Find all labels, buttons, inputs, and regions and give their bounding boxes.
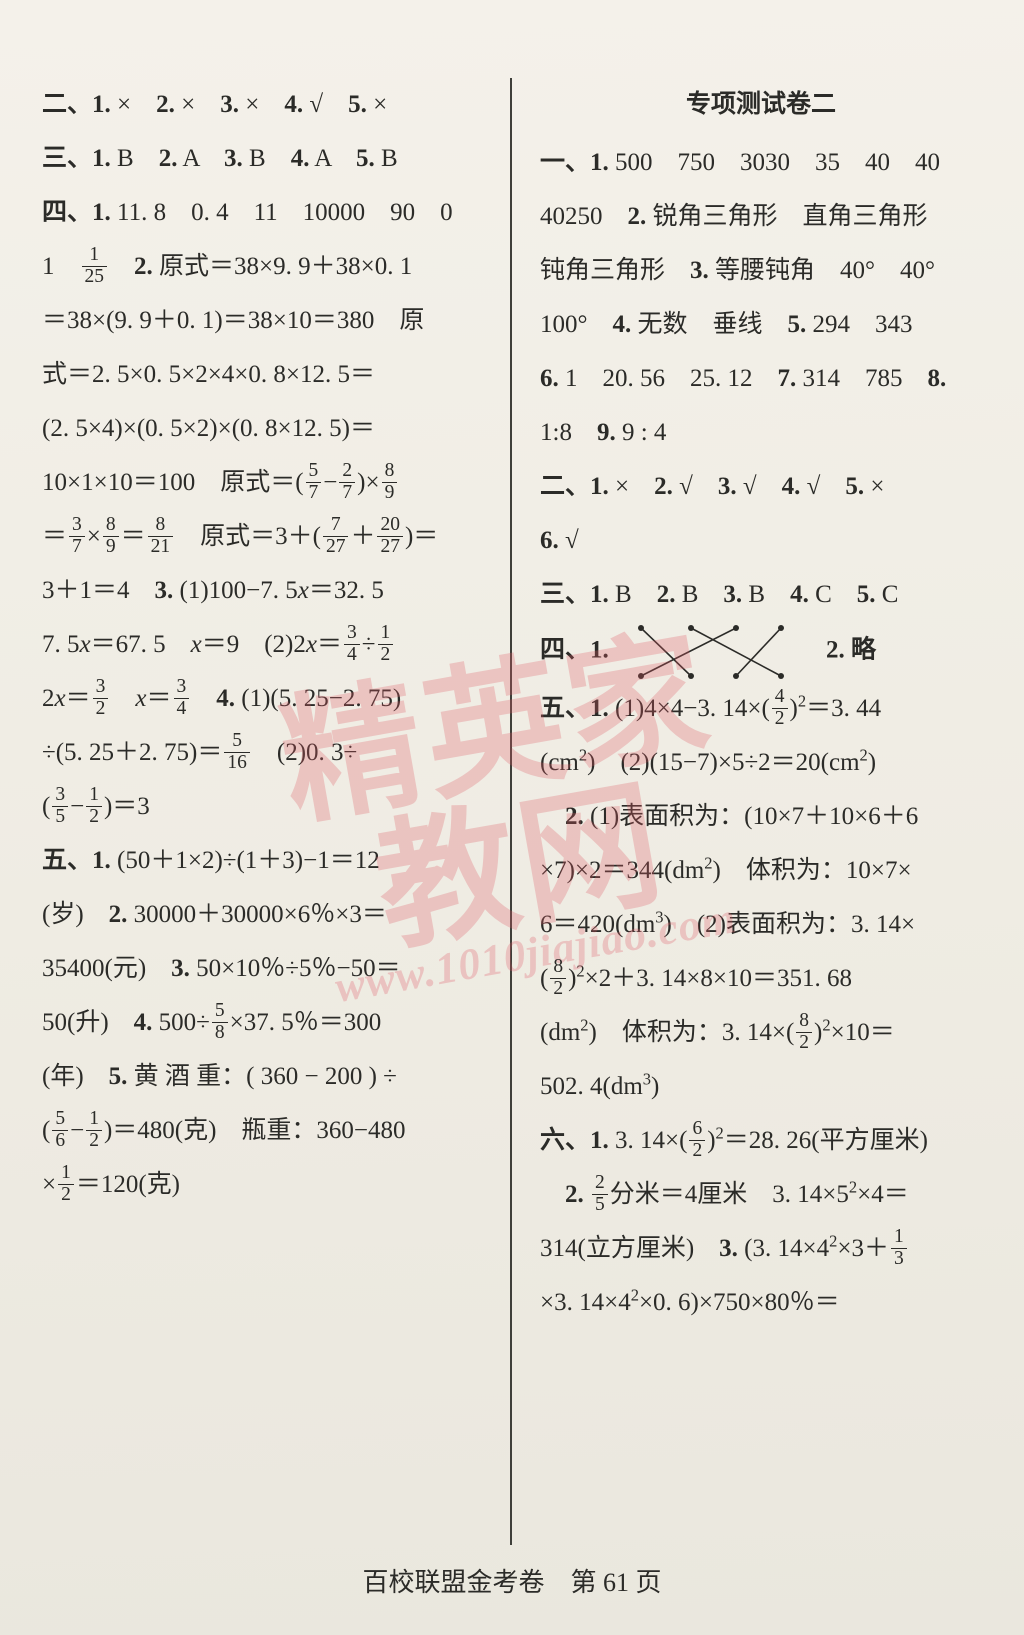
answer-line: 六、1. 3. 14×(62)2＝28. 26(平方厘米)	[540, 1114, 982, 1168]
answer-line: 三、1. B 2. A 3. B 4. A 5. B	[42, 132, 482, 186]
right-column: 专项测试卷二 一、1. 500 750 3030 35 40 4040250 2…	[512, 78, 982, 1545]
answer-line: 3＋1＝4 3. (1)100−7. 5x＝32. 5	[42, 564, 482, 618]
answer-line: 100° 4. 无数 垂线 5. 294 343	[540, 298, 982, 352]
answer-line: 1 125 2. 原式＝38×9. 9＋38×0. 1	[42, 240, 482, 294]
answer-line: (cm2) (2)(15−7)×5÷2＝20(cm2)	[540, 736, 982, 790]
answer-line: (dm2) 体积为：3. 14×(82)2×10＝	[540, 1006, 982, 1060]
columns: 二、1. × 2. × 3. × 4. √ 5. ×三、1. B 2. A 3.…	[42, 78, 982, 1545]
answer-line: 40250 2. 锐角三角形 直角三角形	[540, 190, 982, 244]
answer-line: (35−12)＝3	[42, 780, 482, 834]
answer-line: 五、1. (1)4×4−3. 14×(42)2＝3. 44	[540, 682, 982, 736]
answer-line: 五、1. (50＋1×2)÷(1＋3)−1＝12	[42, 834, 482, 888]
answer-line: 一、1. 500 750 3030 35 40 40	[540, 136, 982, 190]
answer-line: ×7)×2＝344(dm2) 体积为：10×7×	[540, 844, 982, 898]
answer-line: 二、1. × 2. × 3. × 4. √ 5. ×	[42, 78, 482, 132]
answer-line: ×3. 14×42×0. 6)×750×80％＝	[540, 1276, 982, 1330]
answer-line: ×12＝120(克)	[42, 1158, 482, 1212]
answer-line: 钝角三角形 3. 等腰钝角 40° 40°	[540, 244, 982, 298]
answer-line: (82)2×2＋3. 14×8×10＝351. 68	[540, 952, 982, 1006]
answer-line: (岁) 2. 30000＋30000×6％×3＝	[42, 888, 482, 942]
answer-line: 2x＝32 x＝34 4. (1)(5. 25−2. 75)	[42, 672, 482, 726]
answer-line: 2. 25分米＝4厘米 3. 14×52×4＝	[540, 1168, 982, 1222]
answer-line: (2. 5×4)×(0. 5×2)×(0. 8×12. 5)＝	[42, 402, 482, 456]
answer-line: 7. 5x＝67. 5 x＝9 (2)2x＝34÷12	[42, 618, 482, 672]
page: 精英家教网 www.1010jiajiao.com 二、1. × 2. × 3.…	[0, 0, 1024, 1635]
left-column: 二、1. × 2. × 3. × 4. √ 5. ×三、1. B 2. A 3.…	[42, 78, 512, 1545]
answer-line: ＝38×(9. 9＋0. 1)＝38×10＝380 原	[42, 294, 482, 348]
answer-line: 6. 1 20. 56 25. 12 7. 314 785 8.	[540, 352, 982, 406]
answer-line: 三、1. B 2. B 3. B 4. C 5. C	[540, 568, 982, 622]
answer-line: 6. √	[540, 514, 982, 568]
answer-line: 四、1. 11. 8 0. 4 11 10000 90 0	[42, 186, 482, 240]
answer-line: ÷(5. 25＋2. 75)＝516 (2)0. 3÷	[42, 726, 482, 780]
answer-line: 50(升) 4. 500÷58×37. 5％＝300	[42, 996, 482, 1050]
answer-line: 35400(元) 3. 50×10％÷5％−50＝	[42, 942, 482, 996]
answer-line: 10×1×10＝100 原式＝(57−27)×89	[42, 456, 482, 510]
answer-line: 6＝420(dm3) (2)表面积为：3. 14×	[540, 898, 982, 952]
matching-diagram	[621, 622, 801, 682]
right-title: 专项测试卷二	[540, 78, 982, 132]
answer-line: 1:8 9. 9 : 4	[540, 406, 982, 460]
answer-line: (年) 5. 黄 酒 重：( 360 − 200 ) ÷	[42, 1050, 482, 1104]
answer-line: 502. 4(dm3)	[540, 1060, 982, 1114]
answer-line: 四、1. 2. 略	[540, 622, 982, 682]
page-footer: 百校联盟金考卷 第 61 页	[0, 1562, 1024, 1599]
answer-line: ＝37×89＝821 原式＝3＋(727＋2027)＝	[42, 510, 482, 564]
answer-line: 二、1. × 2. √ 3. √ 4. √ 5. ×	[540, 460, 982, 514]
answer-line: 2. (1)表面积为：(10×7＋10×6＋6	[540, 790, 982, 844]
answer-line: 式＝2. 5×0. 5×2×4×0. 8×12. 5＝	[42, 348, 482, 402]
answer-line: (56−12)＝480(克) 瓶重：360−480	[42, 1104, 482, 1158]
answer-line: 314(立方厘米) 3. (3. 14×42×3＋13	[540, 1222, 982, 1276]
